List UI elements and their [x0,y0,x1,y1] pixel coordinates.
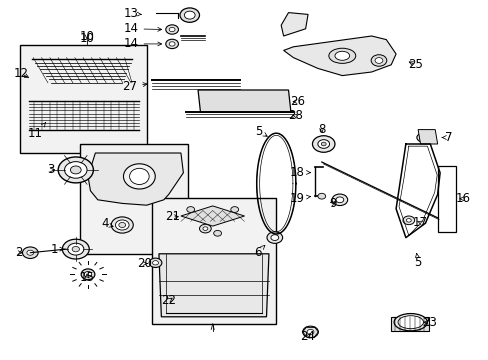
Text: 8: 8 [317,123,325,136]
Circle shape [169,27,175,32]
Ellipse shape [72,246,79,252]
Text: 25: 25 [407,58,422,71]
Ellipse shape [312,136,334,152]
Polygon shape [181,206,244,226]
Ellipse shape [321,142,325,146]
Text: 4: 4 [101,217,113,230]
Circle shape [27,250,34,255]
Polygon shape [417,130,437,144]
Text: 13: 13 [123,7,141,20]
Bar [234,93,244,111]
Circle shape [306,329,313,334]
Ellipse shape [111,217,133,233]
Text: 18: 18 [289,166,310,179]
Text: 24: 24 [300,330,315,343]
Ellipse shape [84,271,92,277]
Text: 16: 16 [455,192,470,205]
Polygon shape [283,36,395,76]
Ellipse shape [81,269,95,280]
Bar [390,317,428,331]
Polygon shape [88,153,183,205]
Circle shape [302,326,318,338]
Circle shape [406,219,410,222]
Ellipse shape [331,194,347,206]
Circle shape [165,39,178,49]
Ellipse shape [119,222,125,228]
Polygon shape [159,254,268,317]
Ellipse shape [70,166,81,174]
Polygon shape [198,90,290,112]
Ellipse shape [58,157,93,183]
Text: 5: 5 [413,253,421,269]
Circle shape [169,42,175,46]
Circle shape [165,25,178,34]
Circle shape [22,247,38,258]
Text: 12: 12 [14,67,29,80]
Bar [264,93,273,111]
Text: 17: 17 [412,216,427,229]
Text: 19: 19 [289,192,310,204]
Bar [20,45,146,153]
Circle shape [213,230,221,236]
Circle shape [186,207,194,212]
Circle shape [152,261,158,265]
Text: 7: 7 [441,131,452,144]
Text: 14: 14 [123,22,162,35]
Circle shape [402,216,414,225]
Text: 3: 3 [47,163,55,176]
Ellipse shape [335,197,343,203]
Bar [80,144,188,254]
Circle shape [203,227,207,230]
Ellipse shape [64,162,87,178]
Circle shape [199,224,211,233]
Text: 11: 11 [28,122,46,140]
Text: 5: 5 [255,125,267,138]
Ellipse shape [266,232,282,243]
Text: 27: 27 [122,80,147,93]
Circle shape [374,58,382,63]
Text: 10: 10 [80,32,94,45]
Ellipse shape [416,132,433,143]
Ellipse shape [67,243,84,255]
Circle shape [230,207,238,212]
Bar [277,93,286,111]
Bar [249,93,259,111]
Text: 22: 22 [161,294,176,307]
Ellipse shape [270,235,278,240]
Text: 28: 28 [288,109,303,122]
Ellipse shape [317,140,329,148]
Ellipse shape [328,48,355,63]
Bar [437,166,455,232]
Ellipse shape [115,220,129,230]
Text: 20: 20 [137,257,151,270]
Ellipse shape [129,168,149,184]
Circle shape [317,193,325,199]
Circle shape [370,55,386,66]
Circle shape [180,8,199,22]
Text: 6: 6 [253,246,264,258]
Circle shape [184,11,195,19]
Bar [205,93,215,111]
Text: 14: 14 [123,37,162,50]
Text: 9: 9 [328,197,336,210]
Text: 1: 1 [51,243,64,256]
Ellipse shape [397,316,423,329]
Ellipse shape [62,239,89,259]
Text: 26: 26 [289,95,304,108]
Text: 21: 21 [164,210,179,223]
Bar [151,198,276,324]
Ellipse shape [123,164,155,189]
Polygon shape [281,13,307,36]
Text: 2: 2 [15,246,22,259]
Text: 15: 15 [80,271,94,284]
Ellipse shape [420,135,429,140]
Ellipse shape [393,314,427,331]
Text: 23: 23 [421,316,436,329]
Bar [220,93,229,111]
Text: 10: 10 [80,30,94,42]
Ellipse shape [334,51,349,60]
Circle shape [149,258,162,267]
